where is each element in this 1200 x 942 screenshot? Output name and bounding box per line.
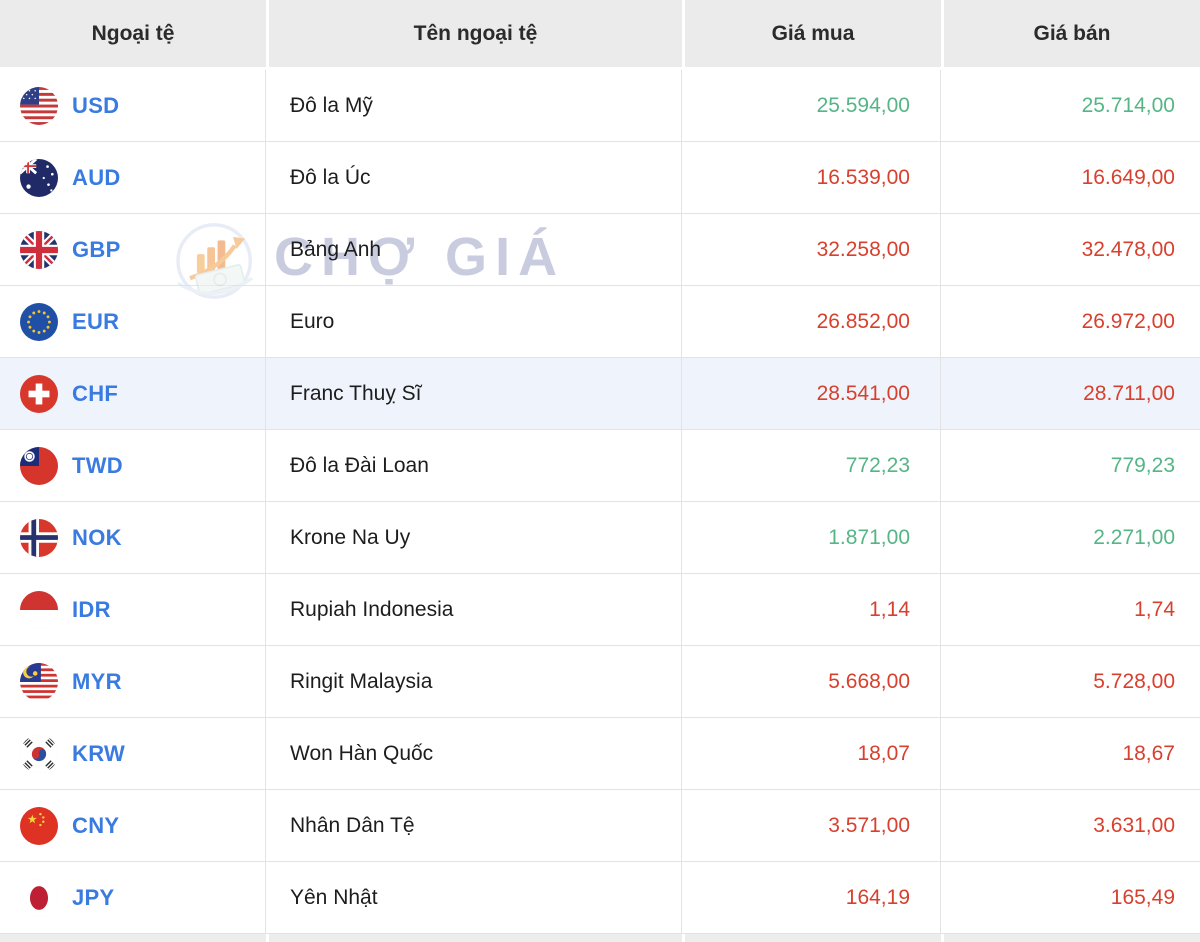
buy-price: 772,23 [845, 453, 910, 477]
currency-name: Krone Na Uy [290, 525, 411, 549]
currency-code[interactable]: MYR [72, 668, 122, 694]
us-flag-icon [20, 86, 58, 125]
column-header-currency-name: Tên ngoại tệ [266, 0, 682, 67]
table-row: JPY Yên Nhật 164,19 165,49 [0, 862, 1200, 934]
table-row: KRW Won Hàn Quốc 18,07 18,67 [0, 718, 1200, 790]
currency-code[interactable]: USD [72, 92, 120, 118]
buy-price: 5.668,00 [828, 669, 910, 693]
sell-price: 5.728,00 [1093, 669, 1175, 693]
sell-price: 16.649,00 [1081, 165, 1175, 189]
sell-price: 1,74 [1134, 597, 1175, 621]
sell-price: 26.972,00 [1081, 309, 1175, 333]
next-row-sliver [0, 934, 1200, 942]
table-row: CNY Nhân Dân Tệ 3.571,00 3.631,00 [0, 790, 1200, 862]
buy-price: 1.871,00 [828, 525, 910, 549]
table-row: NOK Krone Na Uy 1.871,00 2.271,00 [0, 502, 1200, 574]
table-header-row: Ngoại tệ Tên ngoại tệ Giá mua Giá bán [0, 0, 1200, 67]
table-row: USD Đô la Mỹ 25.594,00 25.714,00 [0, 70, 1200, 142]
id-flag-icon [20, 590, 58, 629]
table-row: EUR Euro 26.852,00 26.972,00 [0, 286, 1200, 358]
tw-flag-icon [20, 446, 58, 485]
sell-price: 25.714,00 [1081, 93, 1175, 117]
kr-flag-icon [20, 734, 58, 773]
currency-code[interactable]: TWD [72, 452, 123, 478]
currency-code[interactable]: GBP [72, 236, 121, 262]
column-header-currency: Ngoại tệ [0, 0, 266, 67]
buy-price: 28.541,00 [816, 381, 910, 405]
currency-name: Nhân Dân Tệ [290, 813, 415, 837]
buy-price: 1,14 [869, 597, 910, 621]
currency-name: Ringit Malaysia [290, 669, 433, 693]
column-header-sell-price: Giá bán [941, 0, 1200, 67]
buy-price: 18,07 [857, 741, 910, 765]
currency-code[interactable]: IDR [72, 596, 111, 622]
currency-name: Yên Nhật [290, 885, 378, 909]
table-row: MYR Ringit Malaysia 5.668,00 5.728,00 [0, 646, 1200, 718]
buy-price: 3.571,00 [828, 813, 910, 837]
currency-name: Đô la Úc [290, 165, 371, 189]
currency-name: Rupiah Indonesia [290, 597, 454, 621]
buy-price: 16.539,00 [816, 165, 910, 189]
gb-flag-icon [20, 230, 58, 269]
currency-code[interactable]: AUD [72, 164, 121, 190]
column-header-buy-price: Giá mua [682, 0, 941, 67]
currency-code[interactable]: KRW [72, 740, 126, 766]
currency-code[interactable]: CHF [72, 380, 119, 406]
currency-name: Won Hàn Quốc [290, 741, 434, 765]
eu-flag-icon [20, 302, 58, 341]
au-flag-icon [20, 158, 58, 197]
buy-price: 25.594,00 [816, 93, 910, 117]
jp-flag-icon [20, 878, 58, 917]
table-row: IDR Rupiah Indonesia 1,14 1,74 [0, 574, 1200, 646]
table-row: CHF Franc Thuỵ Sĩ 28.541,00 28.711,00 [0, 358, 1200, 430]
currency-name: Franc Thuỵ Sĩ [290, 381, 422, 405]
sell-price: 28.711,00 [1083, 381, 1175, 405]
table-row: AUD Đô la Úc 16.539,00 16.649,00 [0, 142, 1200, 214]
currency-name: Euro [290, 309, 335, 333]
currency-code[interactable]: NOK [72, 524, 122, 550]
buy-price: 164,19 [845, 885, 910, 909]
table-row: GBP Bảng Anh 32.258,00 32.478,00 [0, 214, 1200, 286]
sell-price: 18,67 [1122, 741, 1175, 765]
sell-price: 2.271,00 [1093, 525, 1175, 549]
cn-flag-icon [20, 806, 58, 845]
sell-price: 779,23 [1110, 453, 1175, 477]
currency-name: Bảng Anh [290, 237, 382, 261]
currency-name: Đô la Đài Loan [290, 453, 429, 477]
currency-name: Đô la Mỹ [290, 93, 373, 117]
buy-price: 26.852,00 [816, 309, 910, 333]
table-row: TWD Đô la Đài Loan 772,23 779,23 [0, 430, 1200, 502]
sell-price: 32.478,00 [1081, 237, 1175, 261]
buy-price: 32.258,00 [816, 237, 910, 261]
ch-flag-icon [20, 374, 58, 413]
no-flag-icon [20, 518, 58, 557]
currency-code[interactable]: CNY [72, 812, 120, 838]
currency-code[interactable]: EUR [72, 308, 120, 334]
sell-price: 3.631,00 [1093, 813, 1175, 837]
my-flag-icon [20, 662, 58, 701]
currency-code[interactable]: JPY [72, 884, 115, 910]
sell-price: 165,49 [1110, 885, 1175, 909]
